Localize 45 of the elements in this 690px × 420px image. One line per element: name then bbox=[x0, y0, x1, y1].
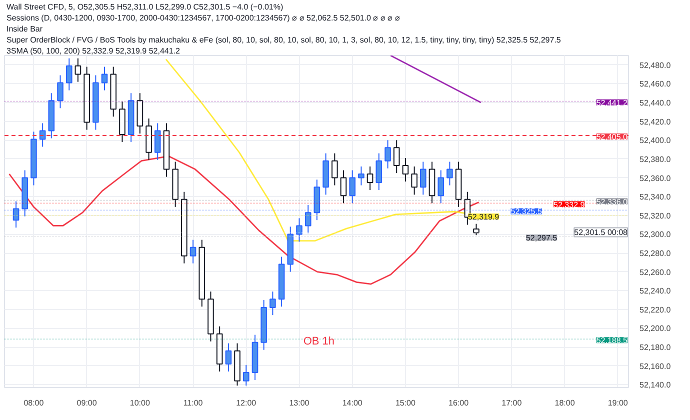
x-tick-label: 10:00 bbox=[130, 398, 150, 408]
text: Super OrderBlock / FVG / BoS Tools by makuchaku & eFe (sol, 80, 10, sol, 80, 10, sol, 80, 10, 1, 3, sol, 80, 10, 12, 1.5, tiny, tiny, tiny, tiny) 52,325.5 52,297.5 bbox=[6, 36, 562, 44]
ref-line-label: 52,332.9 bbox=[554, 200, 586, 210]
y-tick-label: 52,180.0 bbox=[640, 343, 672, 352]
x-tick-label: 14:00 bbox=[342, 398, 363, 408]
ref-line-label: 52,319.9 bbox=[468, 212, 500, 222]
text: Inside Bar bbox=[6, 24, 43, 34]
y-tick-label: 52,280.0 bbox=[640, 249, 672, 258]
x-tick-label: 11:00 bbox=[183, 398, 204, 408]
ref-line-label: 52,188.5 bbox=[596, 336, 628, 346]
y-tick-label: 52,160.0 bbox=[640, 362, 672, 371]
y-tick-label: 52,420.0 bbox=[640, 117, 672, 126]
chart-subtitle: Sessions (D, 0430-1200, 0930-1700, 2000-0430:1234567, 1700-0200:1234567) ⌀ ⌀ 52,062.5 52,501.0 ⌀ ⌀ ⌀ ⌀ bbox=[6, 14, 400, 22]
y-tick-label: 52,300.0 bbox=[640, 230, 672, 240]
x-tick-label: 13:00 bbox=[289, 398, 310, 408]
x-tick-label: 17:00 bbox=[502, 398, 522, 408]
y-tick-label: 52,400.0 bbox=[640, 136, 672, 146]
chart-title: Wall Street CFD, 5, O52,305.5 H52,311.0 L52,299.0 C52,301.5 −4.0 (−0.01%) bbox=[6, 2, 284, 12]
y-tick-label: 52,380.0 bbox=[640, 154, 672, 164]
y-tick-label: 52,360.0 bbox=[640, 174, 672, 183]
ref-line-label: 52,336.0 bbox=[596, 197, 628, 206]
annotation: 3SMA (50, 100, 200) 52,332.9 52,319.9 52,441.2 bbox=[6, 46, 181, 56]
ref-line-label: 52,405.0 bbox=[596, 132, 628, 142]
y-tick-label: 52,260.0 bbox=[640, 268, 672, 277]
ref-line-label: 52,297.5 bbox=[526, 234, 558, 243]
ref-line-label: 52,441.2 bbox=[596, 98, 628, 108]
annotation: OB 1h bbox=[303, 336, 335, 348]
x-tick-label: 09:00 bbox=[76, 398, 98, 408]
x-tick-label: 19:00 bbox=[608, 398, 628, 408]
x-tick-label: 16:00 bbox=[448, 398, 470, 408]
x-tick-label: 18:00 bbox=[554, 398, 576, 408]
ref-line-label: 52,325.5 bbox=[510, 207, 542, 216]
y-tick-label: 52,220.0 bbox=[640, 305, 672, 314]
y-tick-label: 52,240.0 bbox=[640, 286, 672, 296]
x-tick-label: 08:00 bbox=[24, 398, 44, 408]
y-tick-label: 52,480.0 bbox=[640, 60, 672, 70]
y-tick-label: 52,200.0 bbox=[640, 324, 672, 334]
ref-line-label: 52,301.5 00:08 bbox=[574, 228, 628, 237]
y-tick-label: 52,320.0 bbox=[640, 211, 672, 220]
x-tick-label: 15:00 bbox=[395, 398, 416, 408]
y-tick-label: 52,140.0 bbox=[640, 380, 672, 390]
x-tick-label: 12:00 bbox=[236, 398, 257, 408]
y-tick-label: 52,460.0 bbox=[640, 80, 672, 89]
y-tick-label: 52,340.0 bbox=[640, 192, 672, 202]
y-tick-label: 52,440.0 bbox=[640, 98, 672, 108]
